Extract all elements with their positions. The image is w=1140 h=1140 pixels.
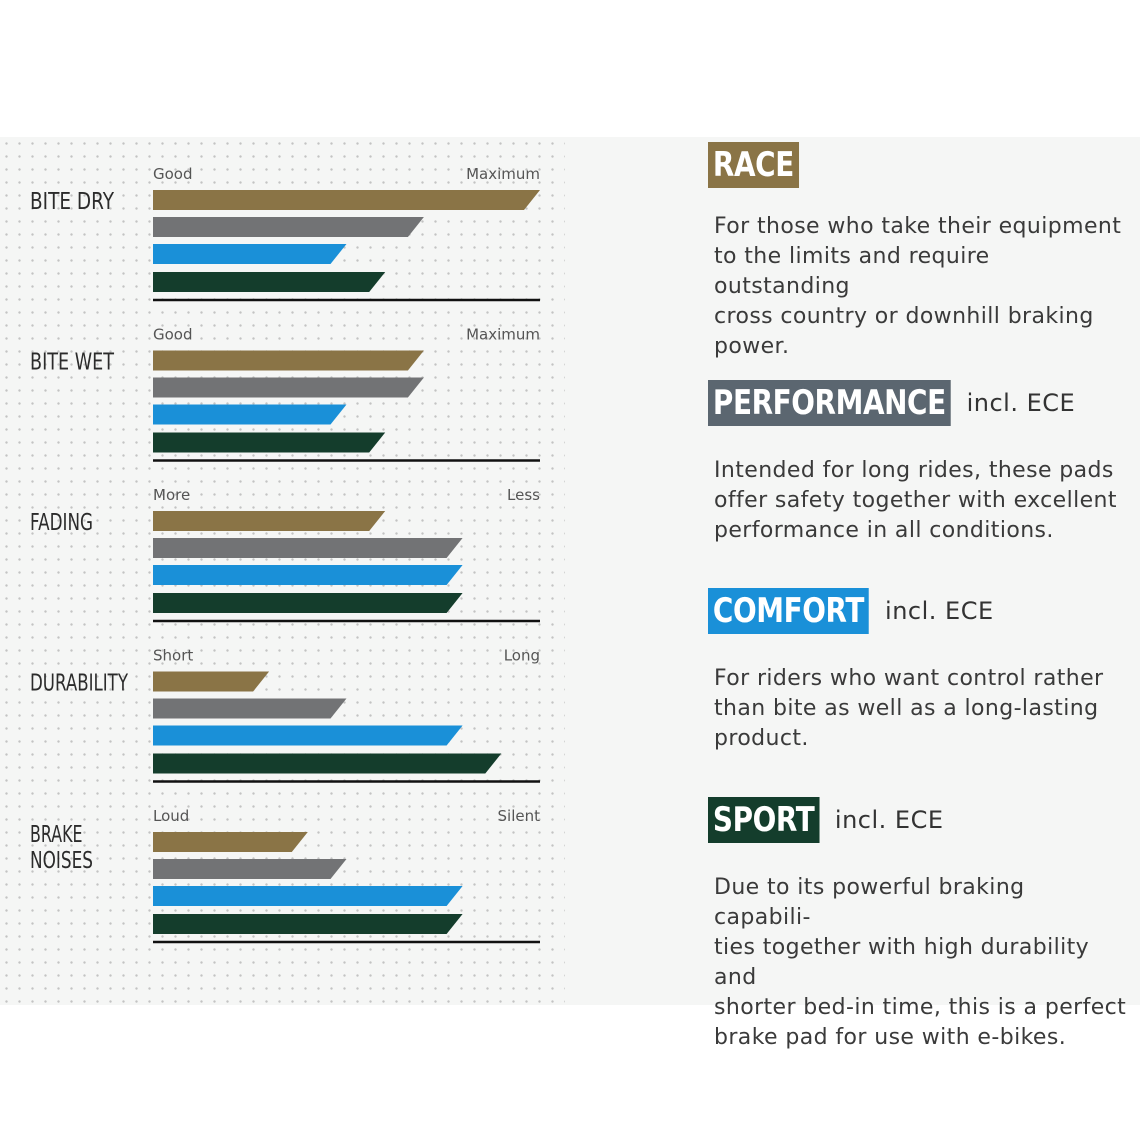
bar-comfort — [153, 565, 463, 585]
product-description: Due to its powerful braking capabili-tie… — [708, 873, 1128, 1053]
bar-comfort — [153, 404, 347, 425]
category-label: BITE WET — [30, 350, 115, 376]
category-label: BRAKE — [30, 822, 83, 848]
certification-label: incl. ECE — [885, 597, 994, 625]
scale-low-label: Good — [153, 165, 193, 183]
bar-comfort — [153, 244, 347, 264]
scale-high-label: Maximum — [466, 326, 540, 344]
bar-performance — [153, 538, 463, 558]
product-comfort: COMFORT incl. ECE For riders who want cont… — [708, 588, 1128, 754]
description-line: ties together with high durability and — [714, 935, 1090, 990]
bar-performance — [153, 377, 424, 398]
scale-low-label: Loud — [153, 807, 189, 825]
category-label: BITE DRY — [30, 189, 115, 215]
category-label: NOISES — [30, 848, 93, 874]
description-line: offer safety together with excellent — [714, 488, 1117, 513]
product-header: COMFORT incl. ECE — [708, 588, 1128, 634]
certification-label: incl. ECE — [834, 806, 944, 834]
product-header: PERFORMANCE incl. ECE — [708, 380, 1128, 426]
product-description: For those who take their equipment to the… — [708, 212, 1128, 362]
product-description: Intended for long rides, these pads offer… — [708, 456, 1128, 546]
description-line: brake pad for use with e-bikes. — [714, 1025, 1067, 1050]
category-label: DURABILITY — [30, 671, 129, 697]
product-description: For riders who want control rather than b… — [708, 664, 1128, 754]
product-header: SPORT incl. ECE — [708, 797, 1128, 843]
product-header: RACE — [708, 142, 1128, 188]
scale-high-label: Silent — [498, 807, 541, 825]
bar-sport — [153, 593, 463, 613]
description-line: cross country or downhill braking — [714, 304, 1094, 329]
bar-race — [153, 671, 270, 692]
product-badge: COMFORT — [708, 588, 869, 634]
product-performance: PERFORMANCE incl. ECE Intended for long ri… — [708, 380, 1128, 546]
bar-performance — [153, 217, 424, 237]
scale-high-label: Maximum — [466, 165, 540, 183]
bar-race — [153, 350, 424, 371]
description-line: For riders who want control rather — [714, 666, 1104, 691]
bar-sport — [153, 432, 386, 453]
bar-race — [153, 511, 386, 531]
product-badge: RACE — [708, 142, 799, 188]
certification-label: incl. ECE — [966, 389, 1076, 417]
product-badge: PERFORMANCE — [708, 380, 951, 426]
description-line: Intended for long rides, these pads — [714, 458, 1114, 483]
product-race: RACE For those who take their equipment to… — [708, 142, 1128, 362]
bar-performance — [153, 859, 347, 879]
scale-low-label: Good — [153, 326, 193, 344]
description-line: power. — [714, 334, 790, 359]
description-line: Due to its powerful braking capabili- — [714, 875, 1025, 930]
bar-race — [153, 190, 540, 210]
scale-high-label: Less — [507, 486, 540, 504]
scale-low-label: More — [153, 486, 190, 504]
scale-high-label: Long — [504, 647, 540, 665]
description-line: product. — [714, 726, 809, 751]
bar-race — [153, 832, 308, 852]
category-label: FADING — [30, 510, 93, 536]
description-line: For those who take their equipment — [714, 214, 1122, 239]
description-line: than bite as well as a long-lasting — [714, 696, 1099, 721]
brake-pad-comparison-chart: BITE DRY Good Maximum BITE WET Good Maximum FA… — [30, 165, 541, 944]
bar-sport — [153, 272, 386, 292]
bar-sport — [153, 914, 463, 934]
bar-comfort — [153, 886, 463, 906]
bar-performance — [153, 698, 347, 719]
bar-comfort — [153, 725, 463, 746]
bar-sport — [153, 753, 502, 774]
product-sport: SPORT incl. ECE Due to its powerful brakin… — [708, 797, 1128, 1053]
description-line: performance in all conditions. — [714, 518, 1054, 543]
scale-low-label: Short — [153, 647, 193, 665]
product-badge: SPORT — [708, 797, 820, 843]
description-line: to the limits and require outstanding — [714, 244, 990, 299]
description-line: shorter bed-in time, this is a perfect — [714, 995, 1127, 1020]
